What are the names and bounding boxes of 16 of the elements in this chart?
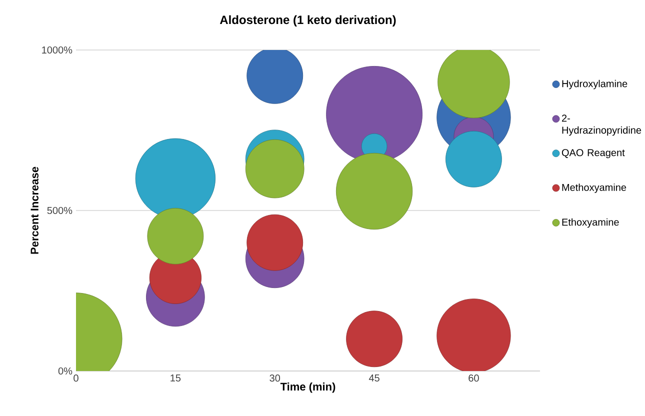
chart-title: Aldosterone (1 keto derivation) xyxy=(220,15,396,26)
legend-label: 2-Hydrazinopyridine xyxy=(562,114,642,136)
x-tick-label: 15 xyxy=(170,374,181,382)
y-tick-label: 0% xyxy=(58,367,72,375)
legend-label: Methoxyamine xyxy=(562,184,626,193)
x-tick-label: 60 xyxy=(468,374,479,382)
y-tick-label: 500% xyxy=(47,206,72,214)
legend-label: Ethoxyamine xyxy=(562,218,619,228)
x-tick-label: 45 xyxy=(368,374,380,382)
legend-label: Hydroxylamine xyxy=(562,80,628,90)
x-tick-label: 0 xyxy=(74,374,78,382)
legend-label: QAO Reagent xyxy=(562,149,625,158)
x-tick-label: 30 xyxy=(270,374,280,382)
x-axis-title: Time (min) xyxy=(280,382,336,393)
y-axis-title: Percent Increase xyxy=(30,166,38,254)
y-tick-label: 1000% xyxy=(42,46,72,54)
